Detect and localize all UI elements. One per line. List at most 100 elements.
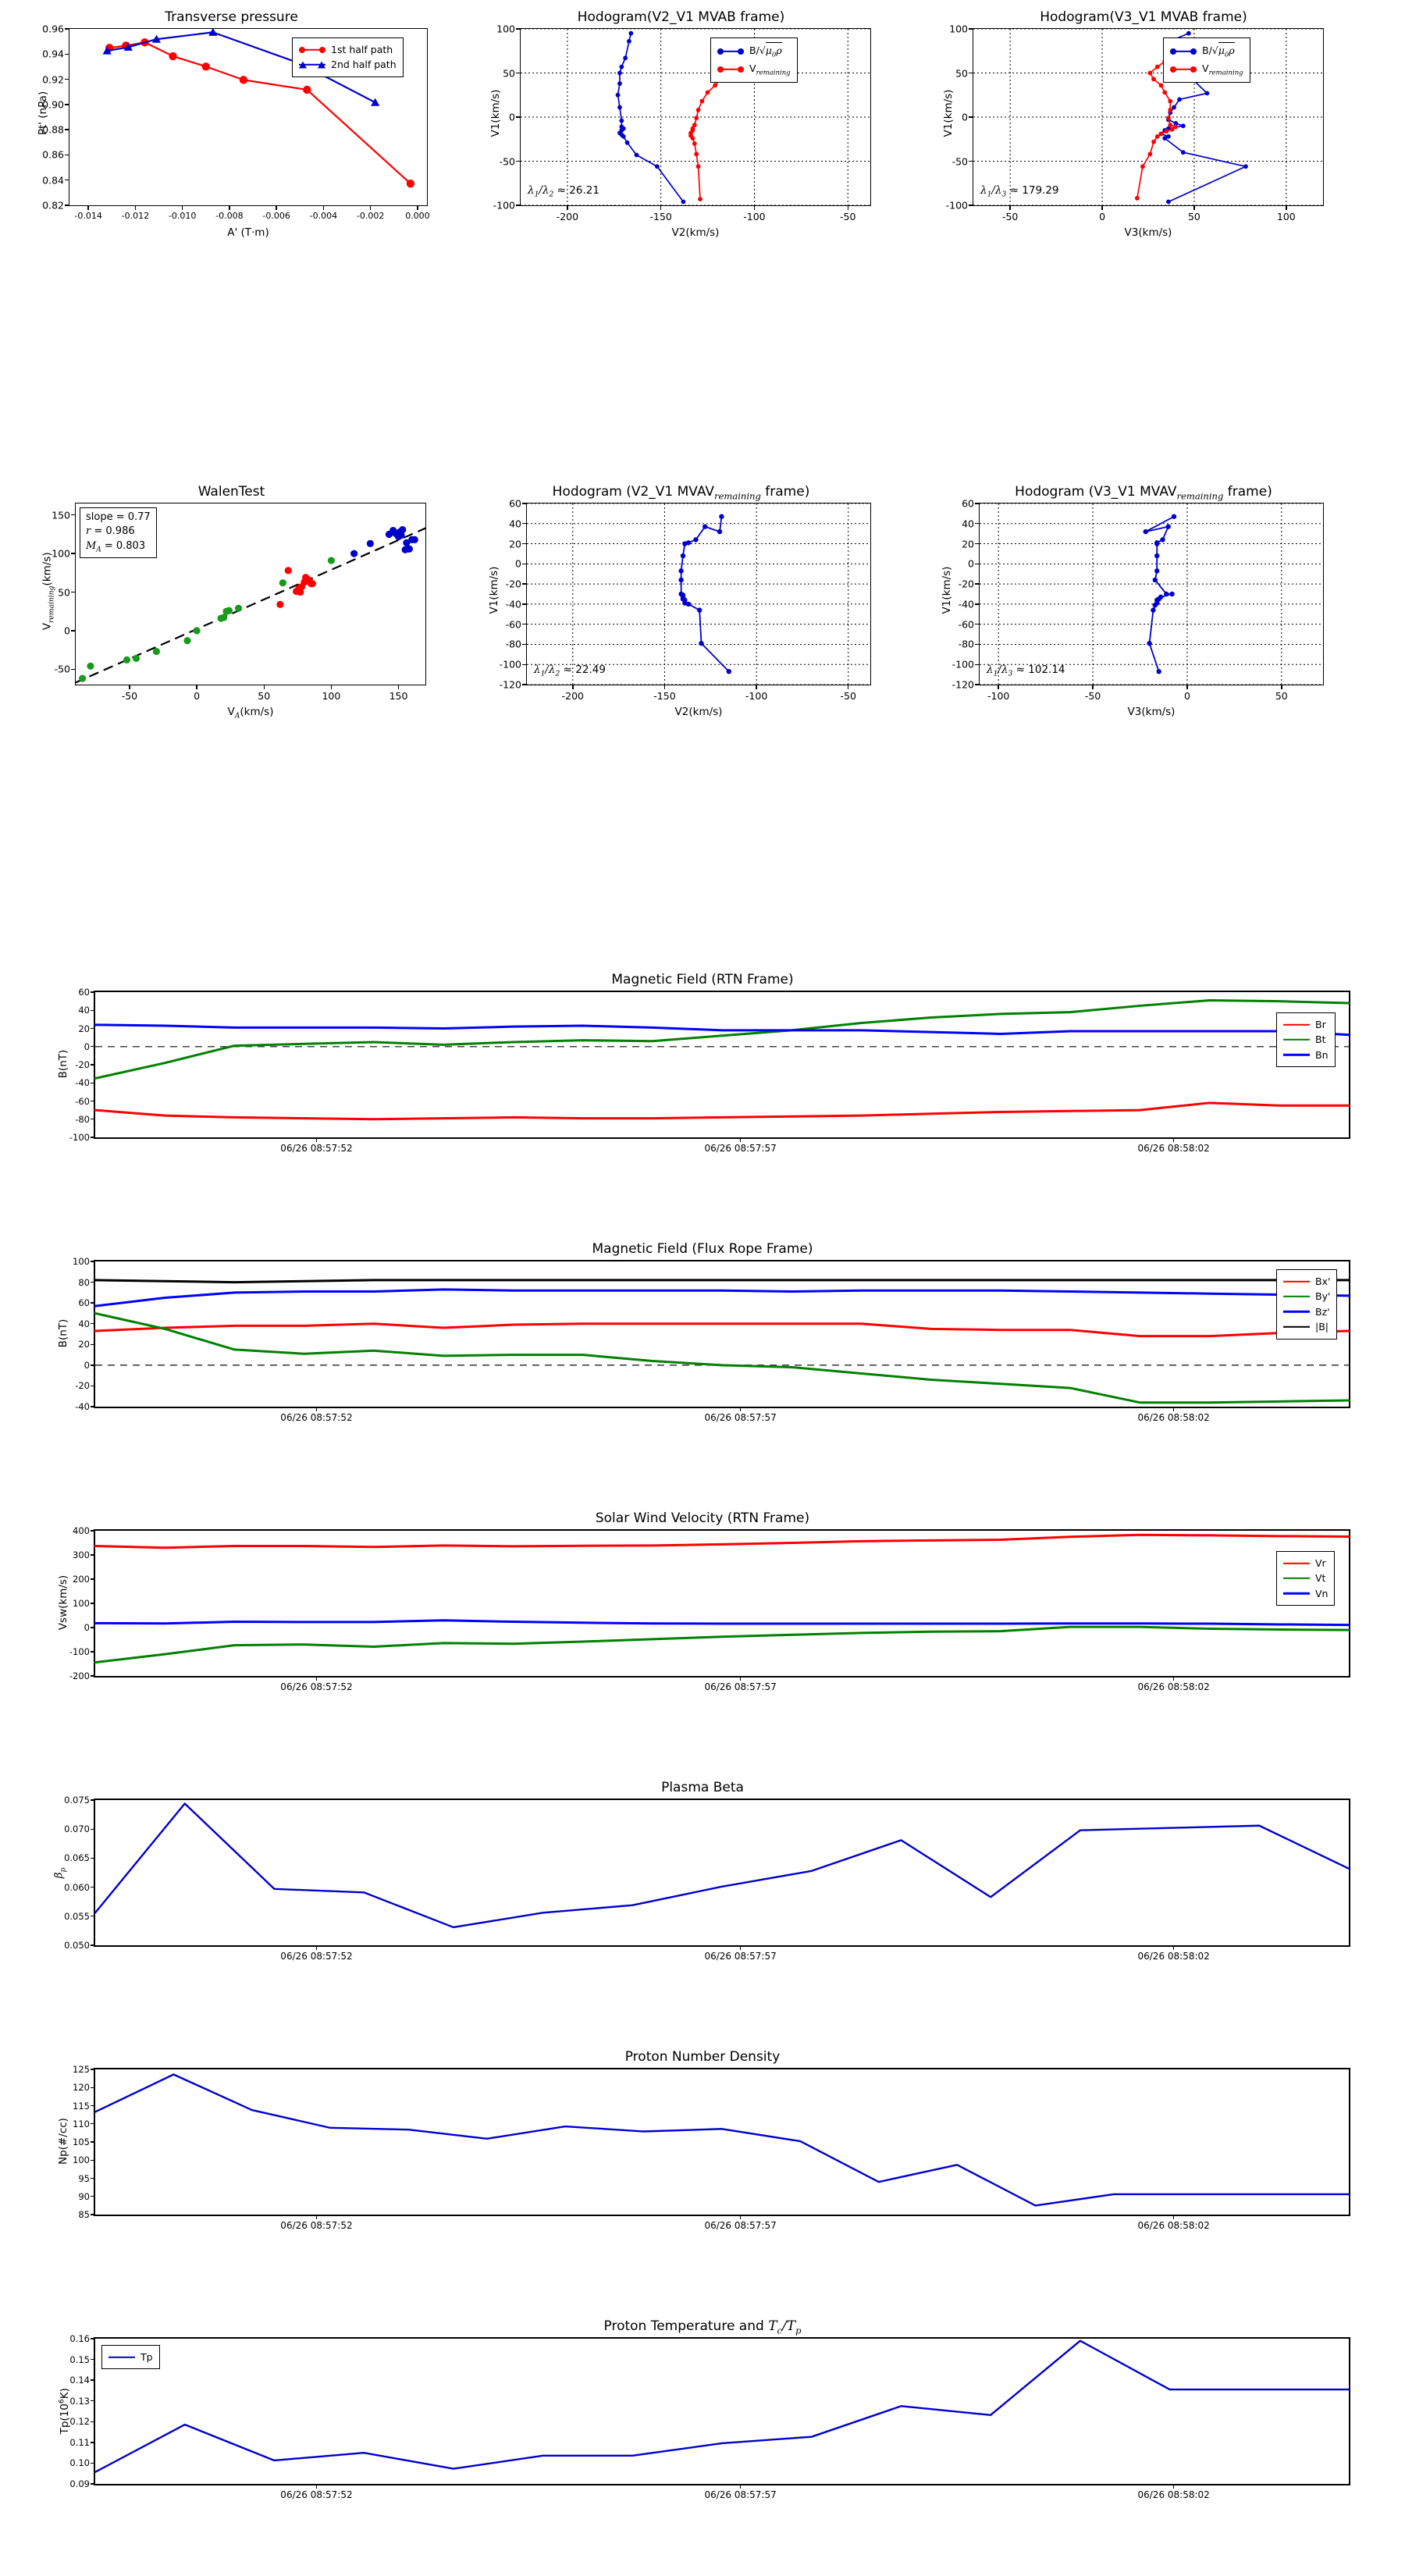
data-point	[1162, 136, 1168, 141]
panel-title: Hodogram(V3_V1 MVAB frame)	[1040, 9, 1247, 25]
y-tick-mark	[522, 664, 527, 665]
x-tick-label: 06/26 08:58:02	[1137, 1681, 1210, 1692]
y-tick-mark	[91, 1406, 95, 1407]
y-tick-label: 60	[78, 987, 90, 998]
x-tick-mark	[417, 205, 418, 210]
data-point	[1152, 602, 1158, 608]
x-tick-mark	[1101, 205, 1103, 210]
x-tick-label: -100	[745, 690, 768, 702]
x-tick-mark	[1186, 685, 1188, 689]
y-tick-mark	[522, 603, 527, 605]
y-tick-mark	[91, 1886, 95, 1888]
legend-solar-wind-velocity: Vr Vt Vn	[1276, 1551, 1336, 1606]
data-point	[350, 550, 358, 557]
y-tick-label: 0	[968, 557, 974, 570]
x-tick-mark	[739, 1407, 742, 1411]
x-tick-label: 50	[258, 690, 271, 702]
data-line	[94, 998, 1350, 1080]
data-point	[371, 98, 380, 106]
data-point	[690, 136, 695, 141]
plot-canvas	[980, 503, 1323, 685]
legend-item: Br	[1283, 1017, 1329, 1032]
x-tick-mark	[397, 685, 400, 689]
x-tick-mark	[315, 1945, 318, 1950]
data-point	[692, 123, 697, 128]
data-point	[1169, 591, 1175, 597]
data-point	[405, 545, 413, 553]
y-tick-label: 0.15	[69, 2354, 90, 2365]
y-tick-label: 50	[503, 67, 515, 79]
data-point	[169, 52, 177, 61]
y-axis-label: Vremaining(km/s)	[41, 552, 56, 631]
y-tick-mark	[91, 2338, 95, 2339]
legend-item: Vremaining	[717, 61, 791, 79]
y-tick-mark	[71, 668, 76, 670]
data-point	[617, 105, 622, 110]
y-axis-label: V1(km/s)	[942, 89, 955, 137]
panel-title-math: Tc/Tp	[768, 2318, 802, 2336]
x-tick-label: 06/26 08:57:57	[704, 2220, 777, 2231]
x-tick-label: 0	[194, 690, 201, 702]
plot-area-hodogram-v2v1-mvav: -120 -100 -80 -60 -40 -20 0 20 40 60 -200 -150 -100-…	[500, 498, 871, 702]
y-tick-label: 40	[962, 518, 974, 530]
x-tick-mark	[263, 685, 265, 689]
legend-label-b-alfven: B/√ μ0ρ	[1202, 42, 1235, 61]
y-tick-mark	[522, 543, 527, 545]
y-tick-mark	[522, 523, 527, 525]
y-tick-mark	[91, 2462, 95, 2464]
x-tick-mark	[1172, 1676, 1175, 1681]
y-tick-label: 150	[52, 509, 70, 521]
y-tick-label: 0.09	[69, 2478, 90, 2489]
x-tick-label: -100	[743, 211, 766, 222]
data-point	[123, 42, 133, 51]
data-point	[1169, 126, 1175, 132]
y-tick-label: 20	[78, 1023, 90, 1034]
data-point	[1165, 524, 1171, 529]
x-tick-label: 50	[1187, 211, 1200, 222]
legend-line-icon	[1283, 1322, 1310, 1332]
panel-title-sub: remaining	[714, 490, 761, 502]
panel-magnetic-field-fluxrope: Magnetic Field (Flux Rope Frame) -40 -20 0…	[16, 1241, 1389, 1444]
legend-magnetic-field-rtn: Br Bt Bn	[1276, 1012, 1336, 1068]
x-tick-label: 06/26 08:57:52	[280, 1951, 353, 1962]
y-tick-label: 20	[962, 538, 974, 550]
eigenvalue-ratio-annotation: λ1/λ2 ≈ 22.49	[534, 664, 606, 678]
y-tick-label: -40	[75, 1077, 90, 1089]
y-tick-label: 0.065	[64, 1852, 90, 1864]
data-point	[1164, 591, 1169, 597]
data-point	[617, 70, 622, 76]
x-tick-mark	[369, 205, 372, 210]
y-tick-label: 0.13	[69, 2395, 90, 2407]
data-point	[366, 539, 374, 547]
y-tick-label: -80	[958, 638, 974, 650]
x-tick-label: -0.004	[309, 211, 338, 221]
data-point	[1186, 30, 1191, 36]
plot-area-solar-wind-velocity: -200 -100 0 100 200 300 400 06/26 08:57:52 06/26…	[69, 1525, 1350, 1692]
x-tick-label: -0.008	[215, 211, 244, 221]
data-point	[411, 535, 418, 543]
x-tick-mark	[315, 2484, 318, 2489]
data-line	[94, 1533, 1350, 1550]
y-tick-label: 0.82	[42, 199, 64, 212]
y-tick-label: 60	[962, 497, 974, 510]
data-point	[634, 152, 639, 158]
legend-label-v-remaining: Vremaining	[1202, 62, 1243, 77]
y-tick-mark	[91, 2196, 95, 2197]
data-point	[681, 199, 686, 205]
data-point	[1168, 108, 1173, 112]
y-tick-mark	[91, 1828, 95, 1830]
y-tick-label: -100	[69, 1646, 90, 1657]
legend-label: Vt	[1315, 1572, 1326, 1585]
x-tick-label: -200	[561, 690, 584, 702]
data-point	[615, 92, 621, 98]
legend-item: B/√ μ0ρ	[717, 42, 791, 61]
y-tick-label: 0.075	[64, 1795, 90, 1806]
y-tick-label: 115	[73, 2100, 90, 2112]
x-tick-mark	[134, 205, 137, 210]
y-tick-label: 0	[515, 557, 521, 570]
y-tick-mark	[91, 1323, 95, 1325]
y-tick-label: 50	[955, 67, 968, 79]
plot-canvas	[94, 2073, 1350, 2207]
panel-title: Hodogram(V2_V1 MVAB frame)	[577, 9, 785, 25]
panel-transverse-pressure: Transverse pressure 0.82 0.84 0.86 0.88 0.90…	[19, 9, 444, 239]
